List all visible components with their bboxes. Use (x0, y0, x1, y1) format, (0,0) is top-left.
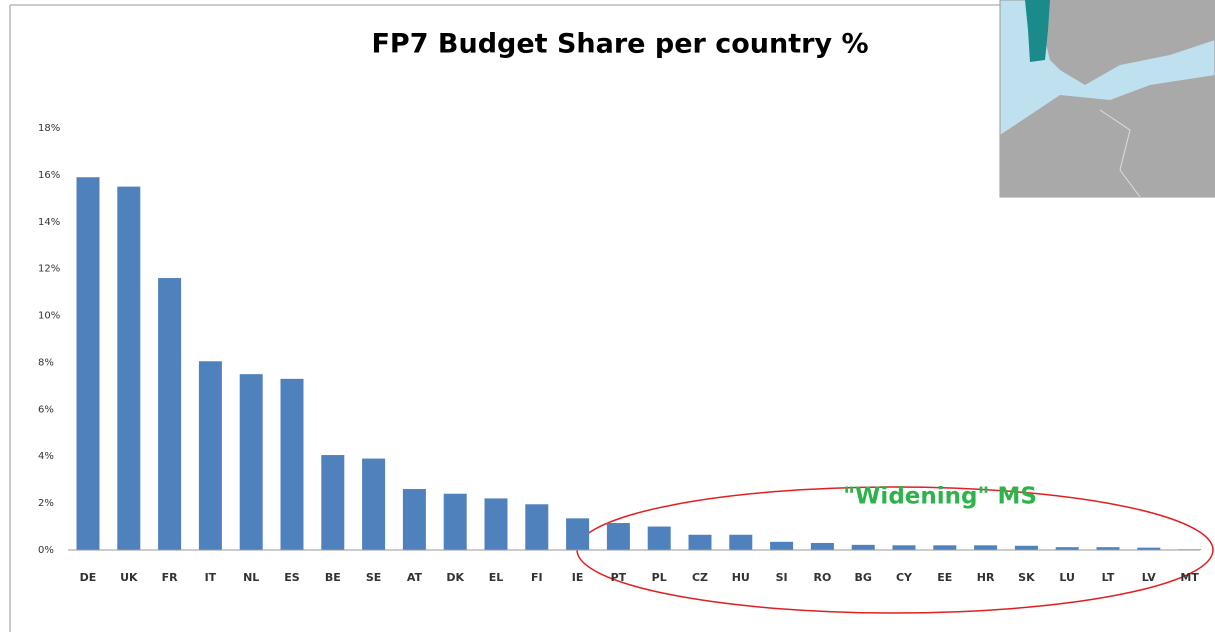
y-tick-label: 6% (38, 404, 54, 415)
x-tick-label: SK (1018, 571, 1035, 584)
bar (770, 541, 794, 550)
x-tick-label: HU (732, 571, 750, 584)
bar (239, 374, 263, 550)
x-tick-label: EE (937, 571, 952, 584)
bar (362, 458, 386, 550)
chart-title: FP7 Budget Share per country % (371, 29, 868, 60)
y-tick-label: 4% (38, 451, 54, 462)
x-tick-label: LT (1102, 571, 1115, 584)
x-tick-label: FI (531, 571, 543, 584)
bar (484, 498, 508, 550)
bar (933, 545, 957, 550)
bar (76, 177, 100, 550)
annotation: "Widening" MS (843, 484, 1037, 510)
x-tick-label: IT (205, 571, 217, 584)
bar (1096, 547, 1120, 550)
bar (892, 545, 916, 550)
x-tick-label: SE (366, 571, 381, 584)
y-tick-label: 8% (38, 357, 54, 368)
y-tick-label: 10% (38, 311, 60, 322)
y-tick-label: 0% (38, 545, 54, 556)
bar (280, 378, 304, 550)
map-inset (999, 0, 1215, 198)
bar (443, 493, 467, 550)
x-tick-label: HR (977, 571, 995, 584)
x-tick-label: ES (284, 571, 300, 584)
x-tick-label: SI (776, 571, 788, 584)
bar (647, 526, 671, 550)
bar (198, 361, 222, 550)
x-tick-label: IE (572, 571, 584, 584)
bar (117, 186, 141, 550)
bar (1137, 547, 1161, 550)
x-tick-label: BG (854, 571, 871, 584)
x-tick-label: RO (813, 571, 831, 584)
y-tick-label: 14% (38, 217, 60, 228)
x-tick-label: MT (1180, 571, 1199, 584)
bar (1055, 547, 1079, 550)
x-tick-label: UK (120, 571, 138, 584)
bar (729, 534, 753, 550)
x-tick-label: AT (407, 571, 423, 584)
x-tick-label: NL (243, 571, 259, 584)
x-tick-label: FR (162, 571, 179, 584)
x-tick-label: CY (896, 571, 913, 584)
bar (606, 523, 630, 550)
bar (851, 544, 875, 550)
bar (321, 455, 345, 550)
x-tick-label: PT (611, 571, 627, 584)
x-tick-label: EL (489, 571, 504, 584)
y-tick-label: 18% (38, 123, 60, 134)
x-tick-label: PL (652, 571, 667, 584)
bar (810, 542, 834, 550)
x-tick-label: CZ (692, 571, 708, 584)
y-tick-label: 2% (38, 498, 54, 509)
bar (525, 504, 549, 550)
bar (158, 278, 182, 550)
bar (566, 518, 590, 550)
bar (402, 489, 426, 550)
bar (1014, 545, 1038, 550)
x-tick-label: DK (446, 571, 464, 584)
x-tick-label: BE (325, 571, 341, 584)
bar (974, 545, 998, 550)
x-tick-label: DE (80, 571, 97, 584)
x-tick-label: LV (1142, 571, 1156, 584)
y-tick-label: 16% (38, 170, 60, 181)
bar (688, 534, 712, 550)
x-tick-label: LU (1059, 571, 1075, 584)
y-tick-label: 12% (38, 264, 60, 275)
